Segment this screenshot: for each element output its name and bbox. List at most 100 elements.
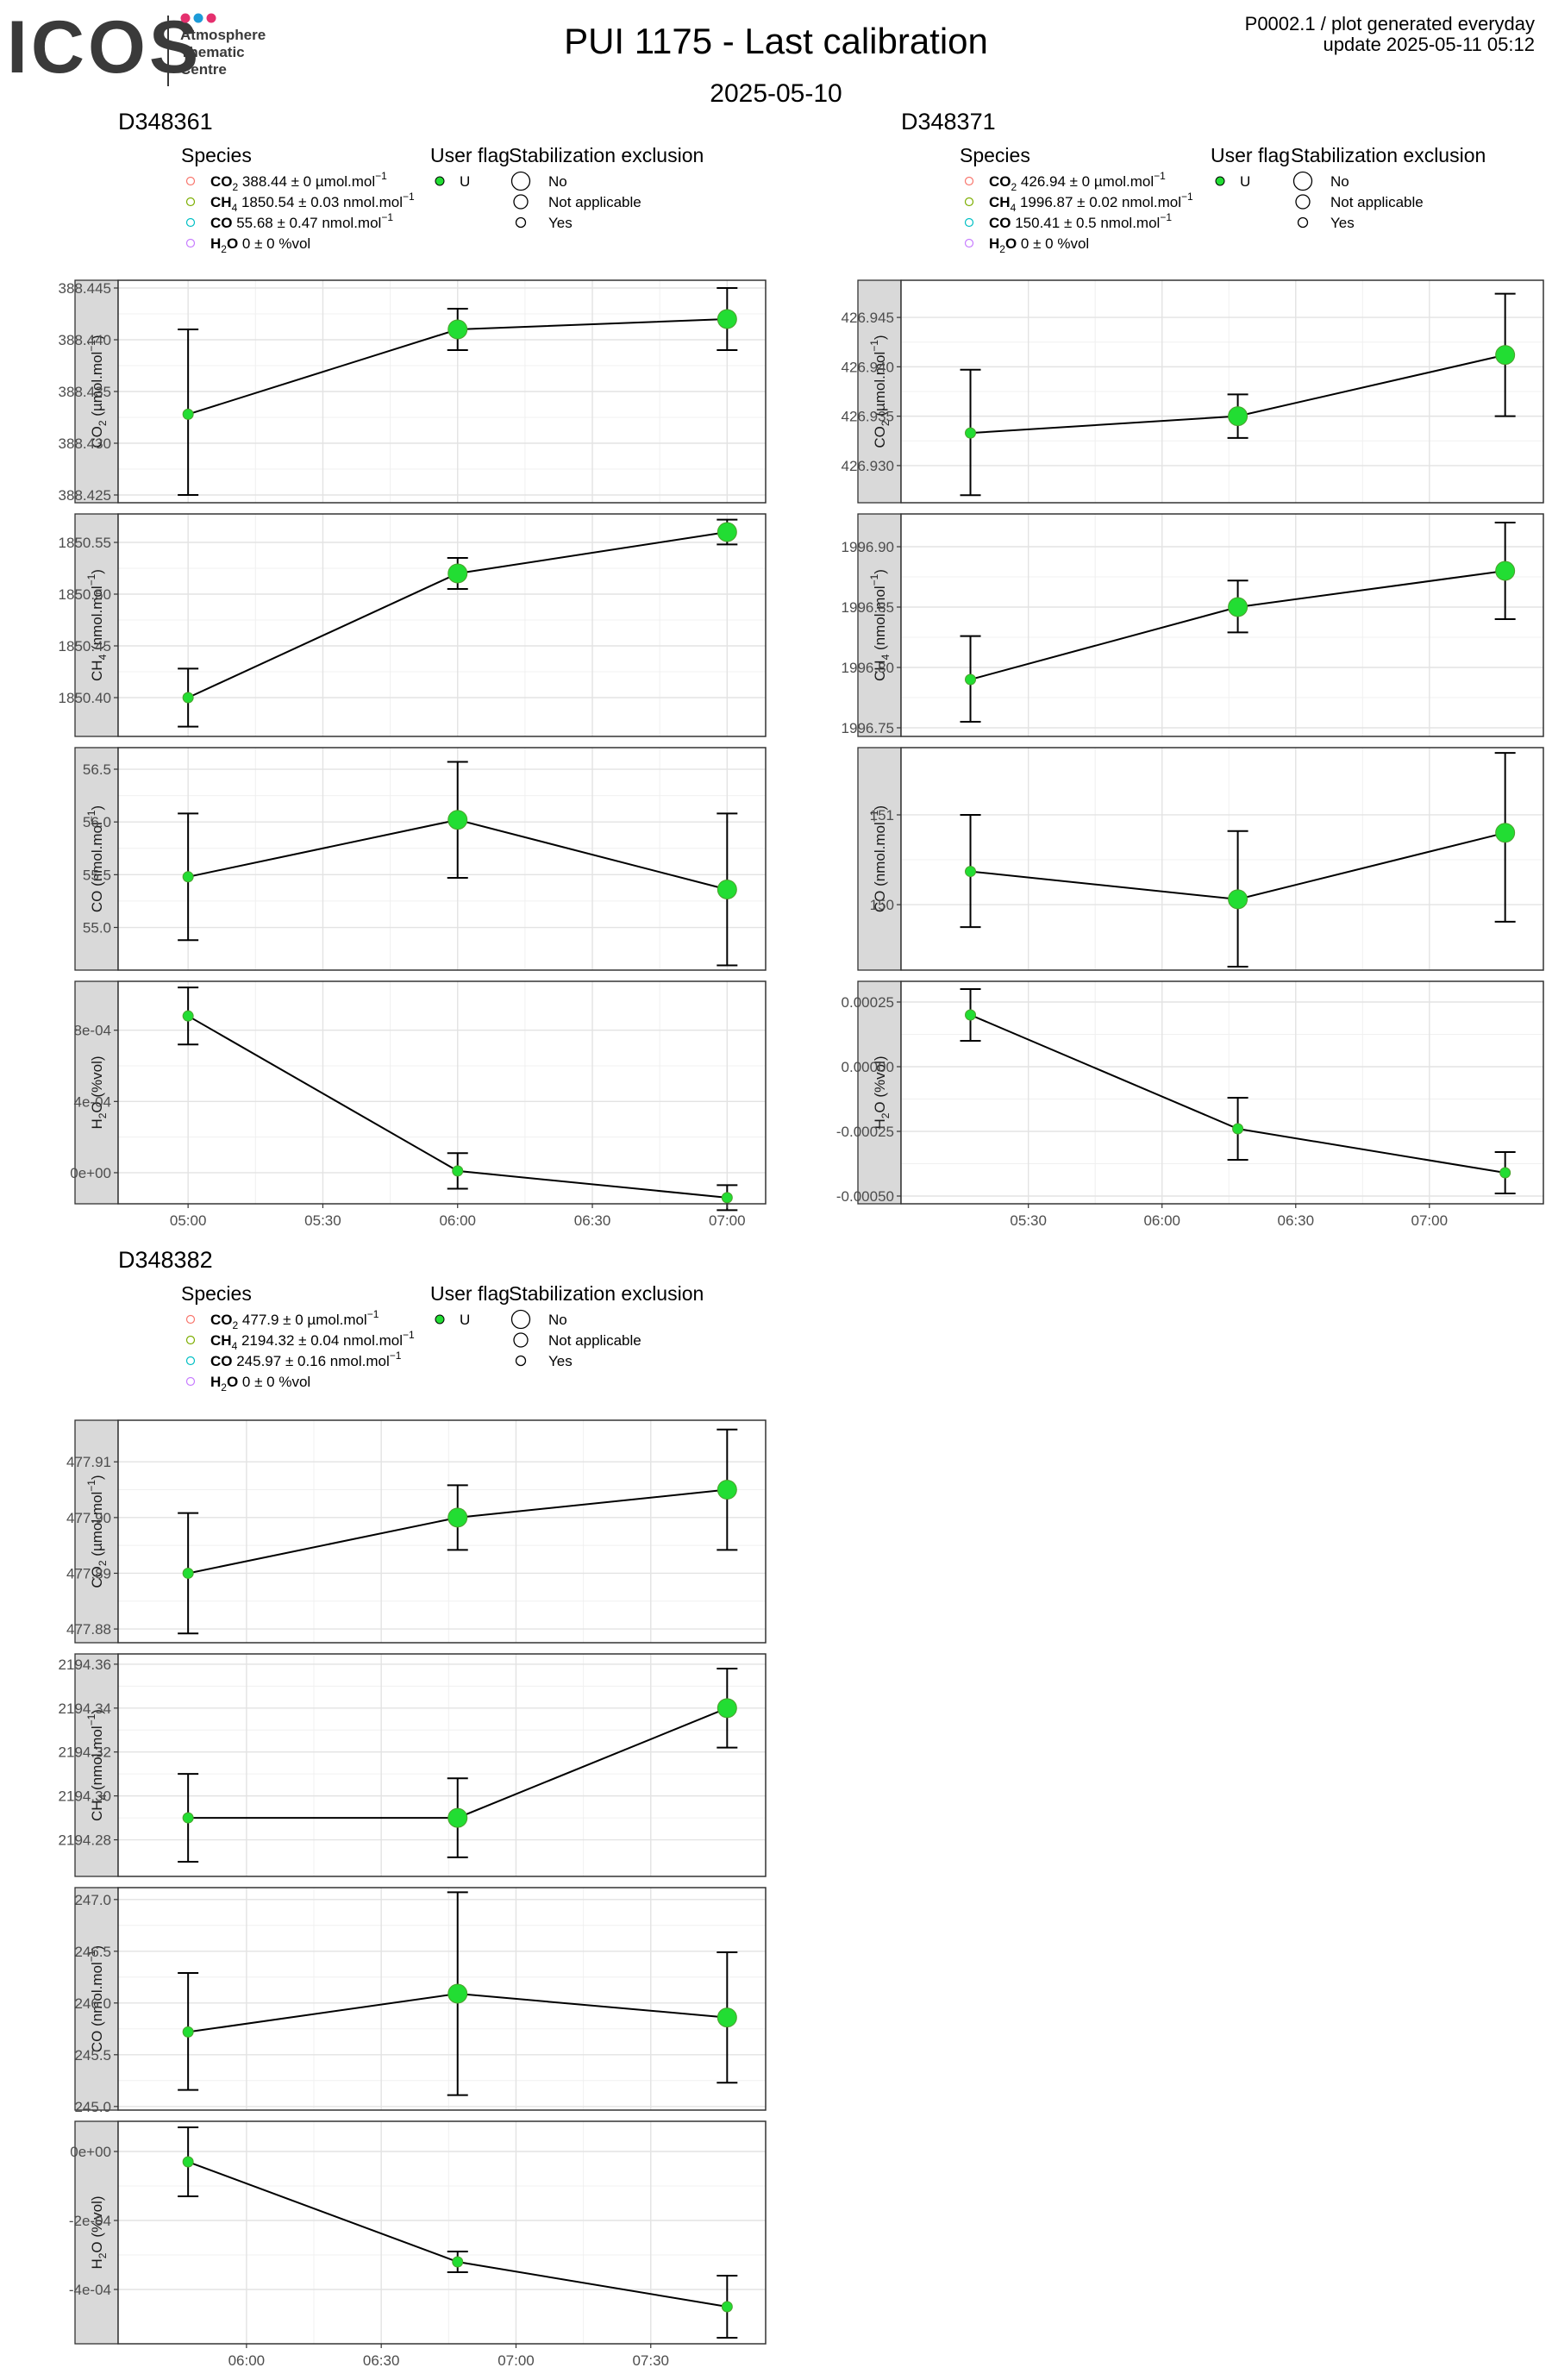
x-tick-label: 05:30 xyxy=(304,1212,341,1229)
strip-unit: (µmol.mol xyxy=(872,352,888,421)
species-subscript: 2 xyxy=(999,243,1005,255)
species-value: 0 ± 0 %vol xyxy=(1017,235,1089,252)
logo-sub-3: Centre xyxy=(180,61,227,78)
legend-species-key-co xyxy=(964,217,974,228)
info-line-1: P0002.1 / plot generated everyday xyxy=(1245,13,1535,34)
instrument-title: D348371 xyxy=(901,109,996,135)
panel-co: CO (nmol.mol−1) 55.0 55.5 56.0 56.5 xyxy=(74,747,767,971)
species-symbol: CH xyxy=(989,194,1011,210)
panel-border xyxy=(117,513,767,737)
y-tick-label: 2194.28 xyxy=(59,1832,111,1849)
panel-co2: CO2 (µmol.mol−1) 477.88 477.89 477.90 477.91 xyxy=(66,1419,767,1644)
data-point xyxy=(721,1192,733,1204)
legend-stab-key-yes xyxy=(515,216,527,229)
legend-stab-key-not-applicable xyxy=(513,1332,529,1348)
data-point xyxy=(965,1009,977,1021)
strip-unit: (µmol.mol xyxy=(89,352,105,421)
legend-stab-label-yes: Yes xyxy=(548,215,573,231)
legend-user-flag-title: User flag xyxy=(430,1282,510,1305)
info-line-2: update 2025-05-11 05:12 xyxy=(1324,34,1535,55)
panel-background xyxy=(118,748,766,970)
legend-stab-key-yes xyxy=(1297,216,1309,229)
species-symbol: CO xyxy=(210,215,233,231)
legend-species-key-ch4 xyxy=(185,197,196,207)
data-point xyxy=(717,879,737,899)
panel-co2: CO2 (µmol.mol−1) 426.930 426.935 426.940 426… xyxy=(842,279,1544,504)
panel-strip-label: CH4 (nmol.mol−1) xyxy=(85,569,109,681)
species-superscript: −1 xyxy=(381,211,393,223)
species-superscript: −1 xyxy=(403,191,415,203)
strip-unit: O (%vol) xyxy=(872,1055,888,1112)
legend-stab-label-no: No xyxy=(548,1312,567,1328)
y-tick-label: 477.90 xyxy=(66,1510,111,1526)
panel-strip-label: CO2 (µmol.mol−1) xyxy=(85,335,109,448)
logo-sub-2: Thematic xyxy=(180,44,245,60)
y-tick-label: 388.440 xyxy=(59,332,111,348)
data-point xyxy=(965,673,977,686)
strip-superscript: −1 xyxy=(85,1713,97,1726)
legend-species-entry-ch4: CH4 2194.32 ± 0.04 nmol.mol−1 xyxy=(210,1329,415,1352)
panel-strip-label: CO (nmol.mol−1) xyxy=(85,805,105,912)
data-point xyxy=(447,1507,468,1528)
panel-background xyxy=(901,981,1543,1204)
panel-background xyxy=(118,1888,766,2110)
legend-stab-label-not-applicable: Not applicable xyxy=(548,194,641,210)
species-subscript: 4 xyxy=(232,202,238,214)
legend-species-entry-ch4: CH4 1850.54 ± 0.03 nmol.mol−1 xyxy=(210,191,415,214)
legend-species-entry-co2: CO2 426.94 ± 0 µmol.mol−1 xyxy=(989,170,1166,193)
data-point xyxy=(965,866,977,878)
y-tick-label: 1850.40 xyxy=(59,690,111,706)
species-subscript: 4 xyxy=(1011,202,1017,214)
strip-unit: O (%vol) xyxy=(89,2195,105,2252)
panel-strip xyxy=(74,1653,119,1877)
legend-user-flag-label: U xyxy=(1240,173,1250,190)
x-tick-label: 07:00 xyxy=(1411,1212,1449,1229)
data-point xyxy=(717,1480,737,1500)
data-point xyxy=(182,1812,194,1824)
strip-close: ) xyxy=(89,805,105,811)
strip-unit: (nmol.mol xyxy=(89,822,105,890)
species-value: 150.41 ± 0.5 nmol.mol xyxy=(1011,215,1161,231)
y-tick-label: 388.430 xyxy=(59,435,111,452)
strip-close: ) xyxy=(89,335,105,340)
strip-species: H xyxy=(89,2258,105,2269)
panel-h2o: H2O (%vol) -4e-04 -2e-04 0e+00 06:00 06:30 07:… xyxy=(69,2120,767,2369)
panel-strip-label: CO2 (µmol.mol−1) xyxy=(868,335,892,448)
species-subscript: 2 xyxy=(221,1381,227,1394)
data-point xyxy=(182,1567,194,1579)
strip-subscript: 2 xyxy=(97,420,109,426)
y-tick-label: 1996.90 xyxy=(842,539,894,555)
data-point xyxy=(1495,561,1516,581)
strip-subscript: 4 xyxy=(97,654,109,660)
y-tick-label: 426.930 xyxy=(842,458,894,474)
legend-species-key-co xyxy=(185,217,196,228)
species-symbol: CO xyxy=(210,1312,233,1328)
y-tick-label: 477.91 xyxy=(66,1454,111,1470)
y-tick-label: 477.88 xyxy=(66,1621,111,1638)
panel-strip-label: CH4 (nmol.mol−1) xyxy=(868,569,892,681)
y-tick-label: 426.940 xyxy=(842,359,894,375)
species-subscript: 2 xyxy=(233,1319,239,1331)
data-point xyxy=(717,2007,737,2028)
panel-border xyxy=(900,747,1544,971)
strip-species: CH xyxy=(872,660,888,681)
strip-superscript: −1 xyxy=(85,1950,97,1962)
data-point xyxy=(452,1165,464,1177)
data-point xyxy=(965,427,977,439)
data-point xyxy=(182,408,194,420)
page-title: PUI 1175 - Last calibration xyxy=(564,21,988,61)
strip-species: CO xyxy=(872,891,888,913)
y-tick-label: 246.0 xyxy=(74,1995,111,2012)
strip-superscript: −1 xyxy=(868,810,880,822)
panel-h2o: H2O (%vol) 0e+00 4e-04 8e-04 05:00 05:30 06:00… xyxy=(70,980,767,1229)
y-tick-label: 426.945 xyxy=(842,310,894,326)
instrument-block-d348371: D348371 Species User flag Stabilization exc… xyxy=(836,109,1544,1229)
species-value: 477.9 ± 0 µmol.mol xyxy=(238,1312,367,1328)
y-tick-label: 388.425 xyxy=(59,487,111,504)
species-superscript: −1 xyxy=(367,1308,379,1320)
species-symbol: CO xyxy=(989,215,1011,231)
panel-h2o: H2O (%vol) -0.00050 -0.00025 0.00000 0.00025… xyxy=(836,980,1544,1229)
species-superscript: −1 xyxy=(1181,191,1193,203)
data-point xyxy=(717,522,737,542)
